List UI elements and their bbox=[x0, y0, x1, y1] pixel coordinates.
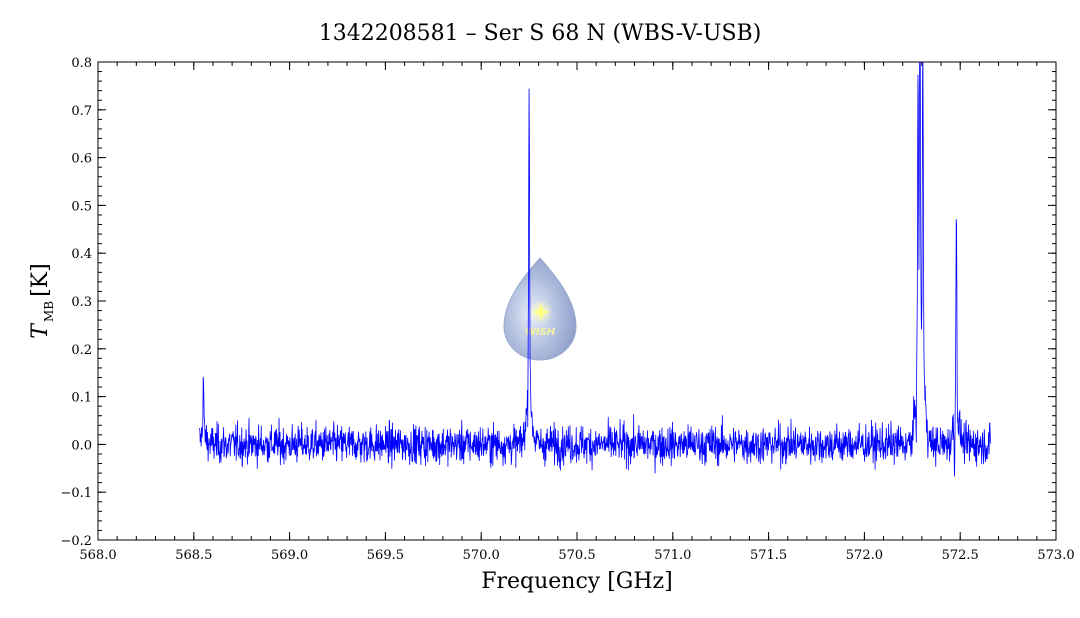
plot-frame bbox=[97, 61, 1057, 541]
y-tick-label: 0.6 bbox=[71, 152, 92, 167]
y-axis-ticks: −0.2 −0.1 0.0 0.1 0.2 0.3 0.4 0.5 0.6 0.7 0.8 bbox=[60, 56, 1056, 549]
watermark-text: WISH bbox=[525, 327, 556, 338]
y-axis-label: TMB[K] bbox=[28, 263, 56, 338]
x-tick-label: 570.0 bbox=[463, 548, 500, 563]
y-tick-label: 0.5 bbox=[71, 199, 92, 214]
x-tick-label: 572.5 bbox=[942, 548, 979, 563]
y-tick-label: −0.1 bbox=[60, 486, 92, 501]
y-tick-label: 0.4 bbox=[71, 247, 92, 262]
x-tick-label: 572.0 bbox=[846, 548, 883, 563]
x-tick-label: 573.0 bbox=[1037, 548, 1074, 563]
spectrum-series-line bbox=[199, 62, 992, 477]
x-tick-label: 568.0 bbox=[79, 548, 116, 563]
y-tick-label: 0.3 bbox=[71, 295, 92, 310]
y-tick-label: 0.0 bbox=[71, 438, 92, 453]
wish-watermark: WISH bbox=[503, 257, 577, 361]
x-axis-ticks: 568.0 568.5 569.0 569.5 570.0 570.5 571.0 571.5… bbox=[79, 62, 1075, 563]
y-tick-label: 0.1 bbox=[71, 391, 92, 406]
y-tick-label: −0.2 bbox=[60, 534, 92, 549]
x-tick-label: 570.5 bbox=[558, 548, 595, 563]
x-tick-label: 569.5 bbox=[367, 548, 404, 563]
y-tick-label: 0.7 bbox=[71, 104, 92, 119]
x-tick-label: 568.5 bbox=[175, 548, 212, 563]
y-tick-label: 0.8 bbox=[71, 56, 92, 71]
x-axis-label: Frequency [GHz] bbox=[481, 569, 673, 594]
star-icon bbox=[532, 303, 550, 321]
x-tick-label: 571.5 bbox=[750, 548, 787, 563]
y-tick-label: 0.2 bbox=[71, 343, 92, 358]
x-tick-label: 571.0 bbox=[654, 548, 691, 563]
chart-title: 1342208581 – Ser S 68 N (WBS-V-USB) bbox=[319, 21, 762, 46]
x-tick-label: 569.0 bbox=[271, 548, 308, 563]
